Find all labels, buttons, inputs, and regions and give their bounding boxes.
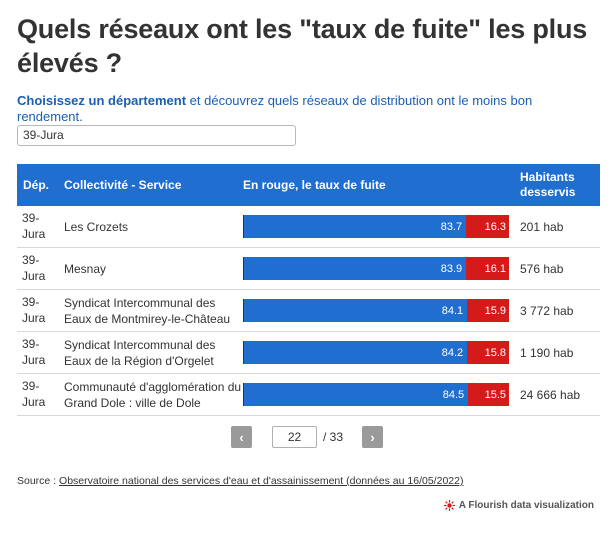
rendement-bar: 84.2 <box>244 341 468 364</box>
next-page-button[interactable]: › <box>362 426 384 448</box>
collectivite-name: Communauté d'agglomération du Grand Dole… <box>64 379 242 410</box>
source-link[interactable]: Observatoire national des services d'eau… <box>59 475 464 487</box>
cell-habitants: 576 hab <box>520 261 564 276</box>
fuite-label: 16.1 <box>484 262 506 275</box>
cell-collectivite: Les Crozets <box>64 206 242 247</box>
flourish-label: A Flourish data visualization <box>458 500 594 511</box>
leak-bar: 83.7 16.3 <box>243 215 509 238</box>
source-prefix: Source : <box>17 475 60 487</box>
cell-dep: 39-Jura <box>22 211 46 241</box>
cell-dep: 39-Jura <box>22 379 46 409</box>
table-row: 39-Jura Les Crozets 83.7 16.3 201 hab <box>17 206 600 248</box>
rendement-label: 84.5 <box>442 388 465 401</box>
rendement-bar: 83.9 <box>244 257 467 280</box>
cell-dep: 39-Jura <box>22 337 46 367</box>
results-table: Dép. Collectivité - Service En rouge, le… <box>17 164 600 416</box>
column-header-collectivite: Collectivité - Service <box>64 177 182 192</box>
prev-page-button[interactable]: ‹ <box>231 426 252 448</box>
pagination: ‹ 22 / 33 › <box>231 425 384 449</box>
page-total: / 33 <box>323 430 344 444</box>
source-note: Source : Observatoire national des servi… <box>17 475 463 487</box>
flourish-credit[interactable]: A Flourish data visualization <box>443 500 594 511</box>
leak-bar: 83.9 16.1 <box>243 257 509 280</box>
rendement-label: 84.2 <box>441 346 464 359</box>
fuite-bar: 16.1 <box>466 257 509 280</box>
table-row: 39-Jura Syndicat Intercommunal des Eaux d… <box>17 332 600 374</box>
table-header: Dép. Collectivité - Service En rouge, le… <box>17 164 600 206</box>
cell-collectivite: Communauté d'agglomération du Grand Dole… <box>64 374 242 415</box>
rendement-bar: 83.7 <box>244 215 467 238</box>
fuite-label: 16.3 <box>484 220 506 233</box>
table-row: 39-Jura Communauté d'agglomération du Gra… <box>17 374 600 416</box>
rendement-label: 83.7 <box>440 220 463 233</box>
cell-habitants: 201 hab <box>520 219 564 234</box>
fuite-bar: 15.8 <box>467 341 509 364</box>
table-row: 39-Jura Syndicat Intercommunal des Eaux d… <box>17 290 600 332</box>
chevron-left-icon: ‹ <box>239 429 244 445</box>
table-body: 39-Jura Les Crozets 83.7 16.3 201 hab 39-Jura… <box>17 206 600 416</box>
cell-habitants: 24 666 hab <box>520 387 581 402</box>
fuite-label: 15.9 <box>484 304 506 317</box>
fuite-bar: 15.5 <box>468 383 509 406</box>
leak-bar: 84.1 15.9 <box>243 299 509 322</box>
column-header-dep: Dép. <box>23 177 50 192</box>
cell-collectivite: Syndicat Intercommunal des Eaux de la Ré… <box>64 332 242 373</box>
cell-habitants: 1 190 hab <box>520 345 574 360</box>
cell-habitants: 3 772 hab <box>520 303 574 318</box>
cell-collectivite: Mesnay <box>64 248 242 289</box>
department-select[interactable]: 39-Jura <box>17 125 296 146</box>
collectivite-name: Syndicat Intercommunal des Eaux de la Ré… <box>64 337 216 368</box>
cell-collectivite: Syndicat Intercommunal des Eaux de Montm… <box>64 290 242 331</box>
rendement-bar: 84.1 <box>244 299 468 322</box>
rendement-label: 83.9 <box>440 262 463 275</box>
subtitle-text: et découvrez quels réseaux de distributi… <box>17 93 533 124</box>
fuite-label: 15.8 <box>484 346 506 359</box>
cell-dep: 39-Jura <box>22 253 46 283</box>
fuite-bar: 15.9 <box>467 299 509 322</box>
column-header-habitants: Habitants desservis <box>520 170 576 199</box>
flourish-logo-icon <box>443 500 455 511</box>
cell-dep: 39-Jura <box>22 295 46 325</box>
leak-bar: 84.5 15.5 <box>243 383 509 406</box>
page-title: Quels réseaux ont les "taux de fuite" le… <box>17 14 588 78</box>
subtitle-emphasis: Choisissez un département <box>17 93 187 108</box>
fuite-bar: 16.3 <box>466 215 509 238</box>
table-row: 39-Jura Mesnay 83.9 16.1 576 hab <box>17 248 600 290</box>
leak-bar: 84.2 15.8 <box>243 341 509 364</box>
collectivite-name: Mesnay <box>64 261 107 276</box>
rendement-bar: 84.5 <box>244 383 469 406</box>
collectivite-name: Syndicat Intercommunal des Eaux de Montm… <box>64 295 231 326</box>
chevron-right-icon: › <box>370 429 375 445</box>
column-header-fuite: En rouge, le taux de fuite <box>243 177 386 192</box>
collectivite-name: Les Crozets <box>64 219 129 234</box>
page-number-input[interactable]: 22 <box>272 426 317 448</box>
fuite-label: 15.5 <box>484 388 506 401</box>
page-subtitle: Choisissez un département et découvrez q… <box>17 93 597 125</box>
rendement-label: 84.1 <box>441 304 464 317</box>
